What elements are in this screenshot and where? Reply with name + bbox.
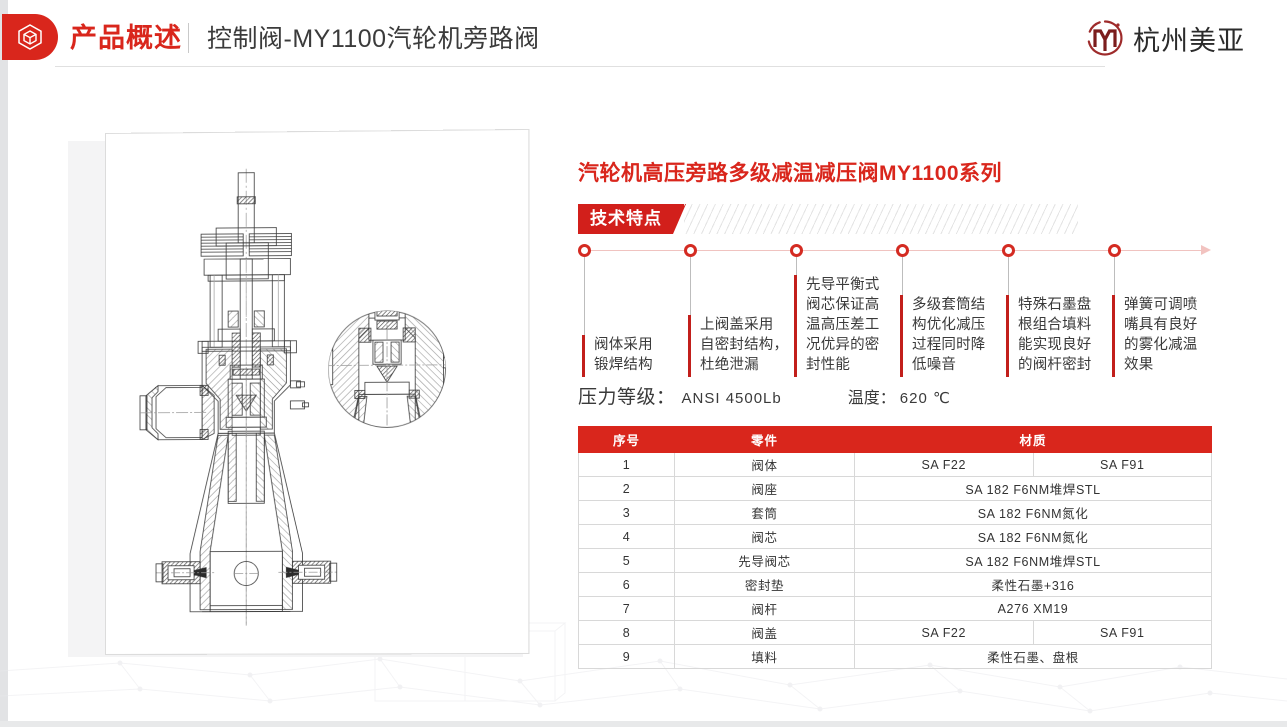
timeline-bar	[688, 315, 691, 377]
table-row: 5 先导阀芯 SA 182 F6NM堆焊STL	[578, 548, 1212, 573]
cell-material: SA 182 F6NM氮化	[854, 524, 1212, 549]
valve-cross-section-drawing	[105, 128, 530, 655]
product-info-panel: 汽轮机高压旁路多级减温减压阀MY1100系列 技术特点 阀体采用 锻焊结构 上阀…	[578, 160, 1218, 669]
cell-part: 密封垫	[674, 572, 855, 597]
cell-material: 柔性石墨+316	[854, 572, 1212, 597]
pressure-value: ANSI 4500Lb	[681, 390, 782, 407]
timeline-stem	[796, 257, 797, 275]
table-body: 1 阀体 SA F22 SA F91 2 阀座 SA 182 F6NM堆焊STL 3 套筒 SA …	[578, 452, 1212, 669]
table-row: 1 阀体 SA F22 SA F91	[578, 452, 1212, 477]
timeline-bar	[794, 275, 797, 377]
cell-material: SA 182 F6NM堆焊STL	[854, 548, 1212, 573]
th-part: 零件	[674, 426, 855, 453]
cell-material: SA F91	[1032, 452, 1212, 477]
table-row: 6 密封垫 柔性石墨+316	[578, 572, 1212, 597]
cell-no: 5	[578, 548, 675, 573]
timeline-arrow-icon	[1201, 245, 1211, 255]
cell-part: 填料	[674, 644, 855, 669]
cube-hexagon-icon	[2, 14, 58, 60]
table-row: 3 套筒 SA 182 F6NM氮化	[578, 500, 1212, 525]
cell-no: 2	[578, 476, 675, 501]
title-separator	[188, 23, 189, 53]
cell-no: 7	[578, 596, 675, 621]
product-title: 汽轮机高压旁路多级减温减压阀MY1100系列	[578, 162, 1003, 185]
materials-table: 序号 零件 材质 1 阀体 SA F22 SA F91 2 阀座 SA 182 F6NM堆焊…	[578, 426, 1212, 669]
th-material: 材质	[854, 426, 1212, 453]
table-row: 4 阀芯 SA 182 F6NM氮化	[578, 524, 1212, 549]
cell-no: 6	[578, 572, 675, 597]
cell-no: 4	[578, 524, 675, 549]
drawing-panel	[68, 128, 536, 660]
page-header: 产品概述 控制阀-MY1100汽轮机旁路阀 杭州美亚	[0, 0, 1287, 80]
table-row: 9 填料 柔性石墨、盘根	[578, 644, 1212, 669]
bottom-edge-rail	[0, 721, 1287, 727]
cell-material: SA F22	[854, 620, 1034, 645]
timeline-dot-icon	[1002, 244, 1015, 257]
company-name: 杭州美亚	[1133, 25, 1245, 56]
cell-material: SA F22	[854, 452, 1034, 477]
timeline-stem	[584, 257, 585, 335]
feature-text: 特殊石墨盘 根组合填料 能实现良好 的阀杆密封	[1018, 297, 1092, 373]
timeline-stem	[902, 257, 903, 295]
timeline-dot-icon	[684, 244, 697, 257]
header-divider	[55, 66, 1105, 67]
timeline-dot-icon	[578, 244, 591, 257]
table-header-row: 序号 零件 材质	[578, 426, 1212, 453]
timeline-bar	[582, 335, 585, 377]
features-hatch-decor	[684, 204, 1078, 234]
feature-text: 弹簧可调喷 嘴具有良好 的雾化减温 效果	[1124, 297, 1198, 373]
company-logo: 杭州美亚	[1085, 18, 1245, 58]
cell-part: 阀杆	[674, 596, 855, 621]
timeline-axis	[578, 250, 1206, 251]
cell-part: 阀座	[674, 476, 855, 501]
timeline-stem	[1114, 257, 1115, 295]
feature-text: 阀体采用 锻焊结构	[594, 337, 653, 373]
cell-part: 阀芯	[674, 524, 855, 549]
cell-part: 先导阀芯	[674, 548, 855, 573]
meiya-m-circle-logo-icon	[1085, 18, 1125, 58]
page-title: 产品概述	[70, 23, 182, 53]
cell-part: 套筒	[674, 500, 855, 525]
timeline-bar	[1112, 295, 1115, 377]
timeline-bar	[900, 295, 903, 377]
cell-material: SA 182 F6NM氮化	[854, 500, 1212, 525]
cell-part: 阀盖	[674, 620, 855, 645]
timeline-dot-icon	[896, 244, 909, 257]
timeline-bar	[1006, 295, 1009, 377]
th-no: 序号	[578, 426, 675, 453]
cell-no: 1	[578, 452, 675, 477]
timeline-dot-icon	[790, 244, 803, 257]
page-subtitle: 控制阀-MY1100汽轮机旁路阀	[207, 25, 540, 53]
feature-text: 上阀盖采用 自密封结构， 杜绝泄漏	[700, 317, 789, 373]
pressure-label: 压力等级：	[578, 387, 676, 408]
features-tag: 技术特点	[578, 204, 686, 234]
timeline-dot-icon	[1108, 244, 1121, 257]
cell-no: 3	[578, 500, 675, 525]
cell-part: 阀体	[674, 452, 855, 477]
feature-text: 先导平衡式 阀芯保证高 温高压差工 况优异的密 封性能	[806, 277, 880, 373]
left-edge-rail	[0, 0, 8, 727]
cell-no: 8	[578, 620, 675, 645]
table-row: 7 阀杆 A276 XM19	[578, 596, 1212, 621]
features-header: 技术特点	[578, 204, 1218, 234]
cell-material: SA F91	[1032, 620, 1212, 645]
timeline-stem	[690, 257, 691, 315]
temperature-value: 620 ℃	[899, 390, 951, 407]
cell-material: A276 XM19	[854, 596, 1212, 621]
temperature-label: 温度：	[847, 390, 896, 407]
features-timeline: 阀体采用 锻焊结构 上阀盖采用 自密封结构， 杜绝泄漏 先导平衡式 阀芯保证高 …	[578, 238, 1218, 378]
table-row: 8 阀盖 SA F22 SA F91	[578, 620, 1212, 645]
spec-line: 压力等级： ANSI 4500Lb 温度： 620 ℃	[578, 382, 1218, 409]
timeline-stem	[1008, 257, 1009, 295]
table-row: 2 阀座 SA 182 F6NM堆焊STL	[578, 476, 1212, 501]
cell-material: SA 182 F6NM堆焊STL	[854, 476, 1212, 501]
feature-text: 多级套筒结 构优化减压 过程同时降 低噪音	[912, 297, 986, 373]
cell-no: 9	[578, 644, 675, 669]
cell-material: 柔性石墨、盘根	[854, 644, 1212, 669]
